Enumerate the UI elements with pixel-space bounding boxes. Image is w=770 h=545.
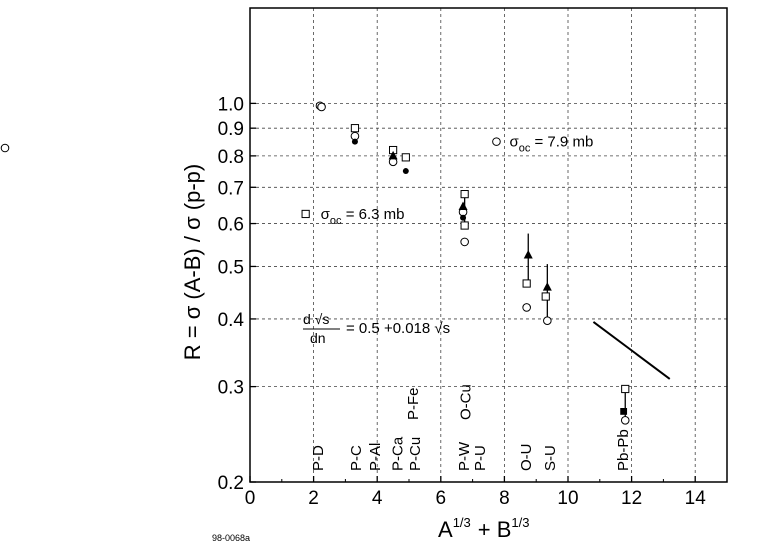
reaction-label: P-Cu <box>407 437 424 471</box>
y-tick-label: 0.4 <box>218 310 245 331</box>
open-square-point <box>460 190 469 199</box>
y-tick-label: 0.9 <box>218 119 244 140</box>
reaction-label: O-Cu <box>458 384 475 420</box>
reaction-label: Pb-Pb <box>615 429 632 471</box>
formula-denominator: dn <box>310 330 326 346</box>
open-square-point <box>301 209 310 219</box>
open-circle-point <box>543 316 552 326</box>
x-axis-title: A1/3 + B1/3 <box>438 515 529 542</box>
open-circle-point <box>0 143 10 153</box>
x-tick-label: 4 <box>372 488 383 509</box>
x-tick-label: 2 <box>308 488 319 509</box>
x-axis: 0 2 4 6 8 10 12 14 <box>245 476 706 509</box>
filled-triangle-point <box>388 150 398 160</box>
x-tick-label: 14 <box>685 488 707 509</box>
filled-square-point <box>620 408 628 415</box>
open-circle-point <box>317 102 326 112</box>
filled-triangle-point <box>523 249 533 259</box>
reaction-label: S-U <box>542 445 559 471</box>
open-circle-point <box>460 237 469 247</box>
reaction-label: O-U <box>518 444 535 472</box>
y-tick-label: 0.7 <box>218 178 244 199</box>
open-circle-point <box>492 137 501 146</box>
open-circle-point <box>620 415 630 425</box>
y-tick-label: 0.2 <box>218 473 244 494</box>
y-tick-label: 1.0 <box>218 94 244 115</box>
open-square-point <box>522 279 531 288</box>
grid-lines <box>250 8 727 482</box>
filled-triangle-point <box>542 282 552 291</box>
data-points <box>315 101 671 425</box>
open-square-point <box>621 384 630 394</box>
open-square-point <box>350 124 360 133</box>
reaction-labels: P-D P-C P-Al P-Ca P-Cu P-WP-U O-U S-U Pb-Pb P-Fe O… <box>310 384 632 471</box>
open-square-point <box>541 292 550 301</box>
filled-circle-point <box>351 138 358 145</box>
reaction-label: P-Ca <box>389 436 406 471</box>
filled-triangle-point <box>458 201 468 211</box>
y-axis: 0.2 0.3 0.4 0.5 0.6 0.7 0.8 0.9 1.0 <box>218 94 256 494</box>
open-square-point <box>460 221 469 230</box>
sigma-label-circle: σoc = 7.9 mb <box>509 134 593 155</box>
reaction-label: P-C <box>348 445 365 471</box>
x-tick-label: 10 <box>557 488 578 509</box>
sigma-label-square: σoc = 6.3 mb <box>321 206 405 227</box>
trend-line <box>592 321 671 380</box>
open-circle-point <box>522 303 531 312</box>
x-tick-label: 12 <box>621 488 642 509</box>
plot-frame <box>249 7 728 483</box>
y-tick-label: 0.3 <box>218 378 244 399</box>
y-tick-label: 0.8 <box>218 147 244 168</box>
filled-circle-point <box>402 168 409 175</box>
reaction-label: P-U <box>472 445 489 471</box>
x-tick-label: 8 <box>499 488 510 509</box>
reaction-label: P-D <box>310 445 327 471</box>
x-tick-label: 6 <box>436 488 447 509</box>
reaction-label: P-Al <box>367 443 384 471</box>
formula-rhs: = 0.5 +0.018 √s <box>346 320 450 337</box>
annotations: σoc = 6.3 mb σoc = 7.9 mb d √s dn = 0.5 +0.0… <box>301 134 593 346</box>
open-square-point <box>401 153 410 162</box>
y-tick-label: 0.5 <box>218 257 244 278</box>
reaction-label: P-W <box>456 441 473 471</box>
y-axis-title: R = σ (A-B) / σ (p-p) <box>180 164 205 360</box>
filled-circle-point <box>460 214 467 221</box>
figure-id: 98-0068a <box>212 533 250 543</box>
y-tick-label: 0.6 <box>218 215 244 236</box>
x-tick-label: 0 <box>245 488 256 509</box>
reaction-label: P-Fe <box>405 387 422 420</box>
formula-numerator: d √s <box>303 311 329 327</box>
